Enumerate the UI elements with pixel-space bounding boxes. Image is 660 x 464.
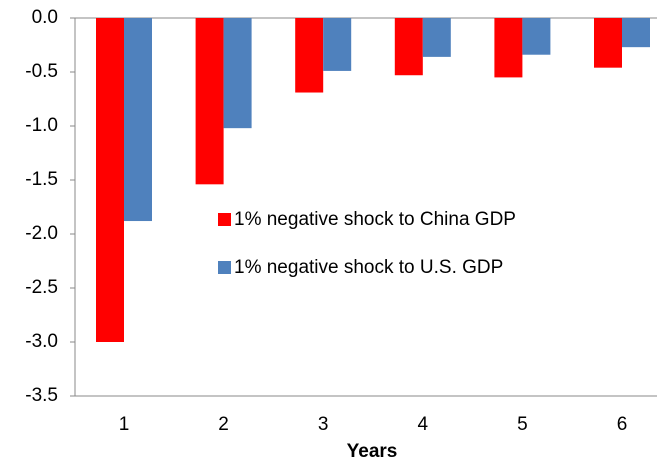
y-tick-label: -0.5 xyxy=(25,61,58,82)
bar xyxy=(96,18,124,342)
x-tick-label: 1 xyxy=(119,414,130,435)
legend-label: 1% negative shock to China GDP xyxy=(234,209,516,230)
bar xyxy=(195,18,224,185)
y-tick-label: -2.0 xyxy=(25,223,58,244)
bar xyxy=(594,18,622,68)
legend-swatch xyxy=(218,213,231,226)
bar xyxy=(223,18,252,129)
bar xyxy=(295,18,324,93)
x-tick-label: 6 xyxy=(617,414,628,435)
x-tick-label: 3 xyxy=(318,414,329,435)
x-tick-label: 4 xyxy=(418,414,429,435)
bar xyxy=(394,18,423,76)
y-tick-label: -2.5 xyxy=(25,277,58,298)
y-tick-label: -1.0 xyxy=(25,115,58,136)
x-tick-label: 2 xyxy=(218,414,229,435)
legend-label: 1% negative shock to U.S. GDP xyxy=(234,257,503,278)
y-tick-label: 0.0 xyxy=(32,7,58,28)
bar xyxy=(522,18,551,55)
y-tick-label: -1.5 xyxy=(25,169,58,190)
x-axis-label: Years xyxy=(347,441,398,462)
y-tick-label: -3.0 xyxy=(25,331,58,352)
bar xyxy=(622,18,650,48)
bar xyxy=(124,18,152,222)
y-tick-label: -3.5 xyxy=(25,385,58,406)
legend-swatch xyxy=(218,261,231,274)
bar xyxy=(494,18,523,78)
bar xyxy=(422,18,451,57)
x-tick-label: 5 xyxy=(517,414,528,435)
bar xyxy=(323,18,352,71)
